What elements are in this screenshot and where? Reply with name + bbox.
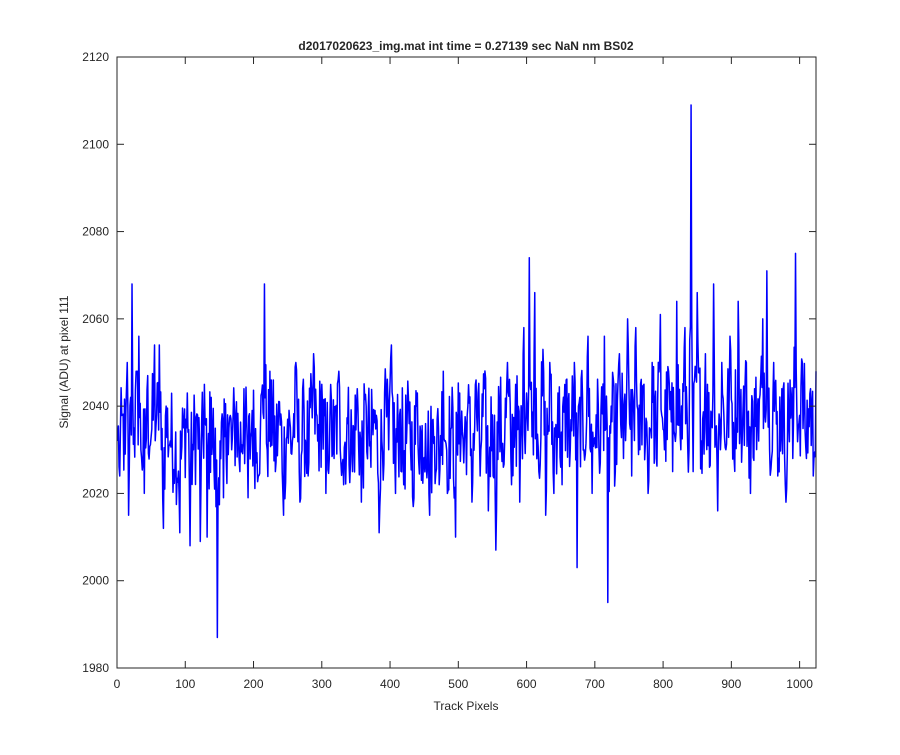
y-tick-label: 1980	[82, 661, 109, 675]
x-tick-label: 400	[380, 677, 400, 691]
x-tick-label: 200	[244, 677, 264, 691]
series-layer	[116, 104, 817, 639]
x-tick-label: 600	[517, 677, 537, 691]
x-tick-label: 300	[312, 677, 332, 691]
x-tick-label: 0	[114, 677, 121, 691]
x-tick-label: 900	[721, 677, 741, 691]
y-tick-label: 2020	[82, 486, 109, 500]
y-axis-label: Signal (ADU) at pixel 111	[57, 295, 71, 428]
x-tick-label: 1000	[786, 677, 813, 691]
x-tick-label: 100	[175, 677, 195, 691]
series-line	[116, 104, 817, 639]
x-tick-label: 500	[448, 677, 468, 691]
y-tick-label: 2040	[82, 399, 109, 413]
y-tick-label: 2000	[82, 574, 109, 588]
x-axis: 0 100 200 300 400 500 600 700 800 900 1000	[114, 57, 813, 691]
chart-title: d2017020623_img.mat int time = 0.27139 s…	[298, 39, 634, 53]
y-axis: 1980 2000 2020 2040 2060 2080 2100 2120	[82, 50, 816, 675]
x-axis-label: Track Pixels	[434, 699, 499, 713]
y-tick-label: 2120	[82, 50, 109, 64]
plot-area	[117, 57, 816, 668]
x-tick-label: 800	[653, 677, 673, 691]
y-tick-label: 2060	[82, 312, 109, 326]
axes-box	[116, 56, 817, 669]
x-tick-label: 700	[585, 677, 605, 691]
y-tick-label: 2080	[82, 225, 109, 239]
y-tick-label: 2100	[82, 137, 109, 151]
